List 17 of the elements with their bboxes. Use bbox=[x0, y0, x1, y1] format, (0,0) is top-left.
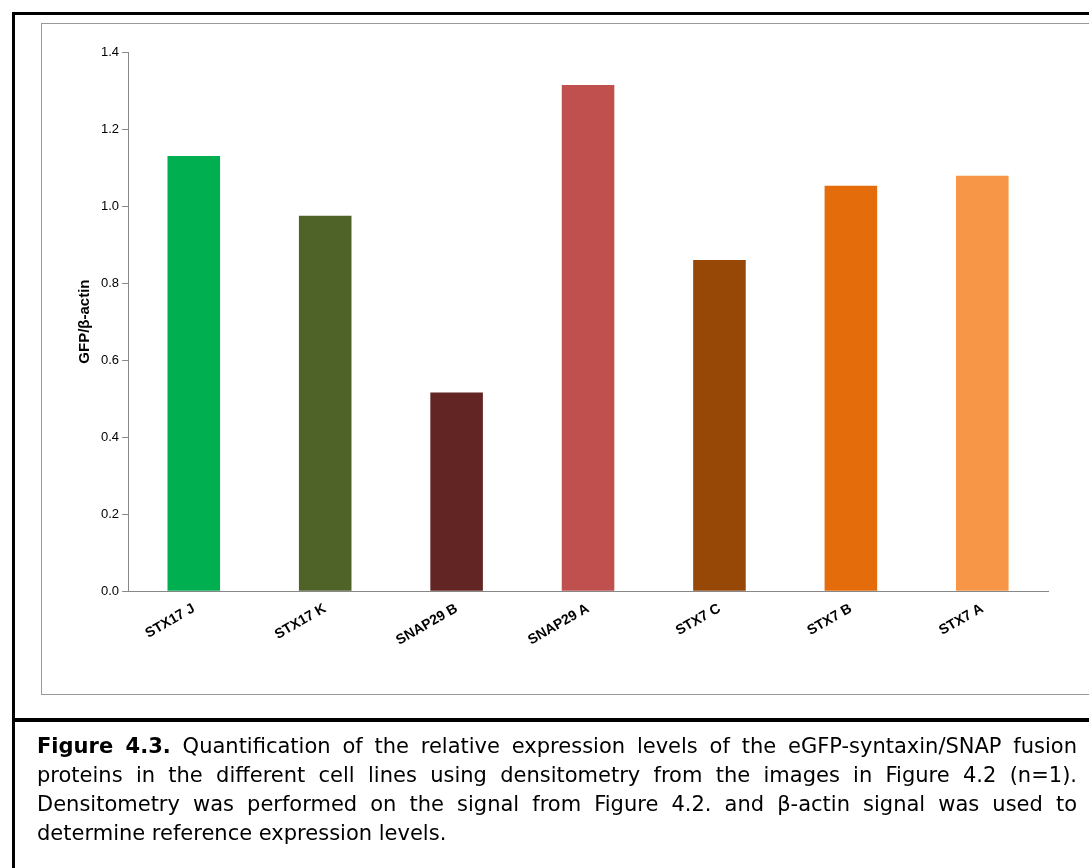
y-tick-label: 1.0 bbox=[100, 197, 120, 213]
bar bbox=[430, 392, 483, 591]
y-tick-label: 0.8 bbox=[100, 274, 120, 290]
y-tick-label: 0.6 bbox=[100, 351, 120, 367]
bar bbox=[956, 175, 1009, 591]
y-tick-label: 1.4 bbox=[100, 43, 120, 59]
y-tick-label: 0.2 bbox=[100, 505, 120, 521]
y-tick-label: 0.0 bbox=[100, 582, 120, 598]
bar bbox=[298, 215, 352, 591]
y-axis-title: GFP/β-actin bbox=[75, 279, 93, 364]
caption: Figure 4.3. Quantification of the relative expression levels of the eGFP-syntaxin/SNAP fusion proteins in the different cell lines using densitometry from the images in Figure 4.2 (n=1). Densitometry was performed on the signal from Figure 4.2. and β-actin signal was used to determine reference expression levels. bbox=[37, 734, 1077, 845]
bar bbox=[167, 155, 221, 591]
bar bbox=[561, 85, 615, 591]
y-tick-label: 0.4 bbox=[100, 428, 120, 444]
y-tick-label: 1.2 bbox=[100, 120, 120, 136]
bar bbox=[824, 185, 878, 591]
bar bbox=[693, 259, 746, 591]
